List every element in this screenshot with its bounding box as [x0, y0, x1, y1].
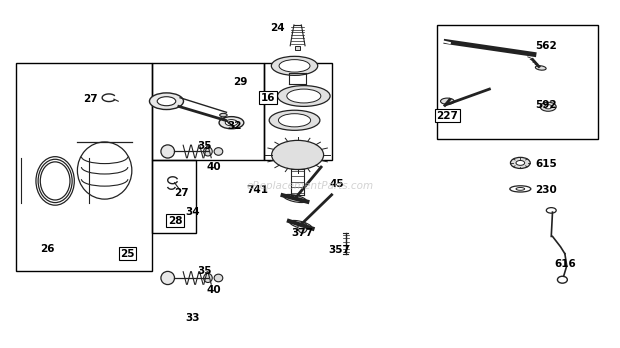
Text: 40: 40 — [207, 162, 221, 172]
Ellipse shape — [287, 89, 321, 103]
Ellipse shape — [283, 195, 306, 203]
Text: 27: 27 — [174, 188, 188, 198]
Ellipse shape — [510, 186, 531, 192]
Ellipse shape — [214, 148, 223, 155]
Ellipse shape — [441, 98, 454, 104]
Bar — [16, 63, 153, 271]
Text: 45: 45 — [329, 180, 344, 189]
Ellipse shape — [272, 56, 317, 76]
Bar — [153, 63, 264, 160]
Text: 27: 27 — [83, 94, 98, 104]
Text: 32: 32 — [228, 121, 242, 131]
Ellipse shape — [269, 110, 320, 130]
Ellipse shape — [78, 142, 132, 199]
Bar — [437, 25, 598, 139]
Text: 33: 33 — [185, 313, 200, 323]
Text: 741: 741 — [246, 184, 268, 195]
Bar — [295, 46, 300, 50]
Bar — [264, 63, 332, 160]
Circle shape — [272, 140, 324, 169]
Ellipse shape — [557, 276, 567, 283]
Text: 227: 227 — [436, 111, 458, 121]
Text: 230: 230 — [536, 184, 557, 195]
Ellipse shape — [203, 147, 212, 156]
Ellipse shape — [157, 97, 175, 106]
Ellipse shape — [278, 114, 311, 127]
Circle shape — [546, 208, 556, 213]
Text: 24: 24 — [270, 23, 285, 33]
Circle shape — [544, 105, 552, 109]
Ellipse shape — [203, 274, 212, 283]
Text: 28: 28 — [168, 216, 182, 226]
Text: 35: 35 — [198, 141, 212, 151]
Text: 16: 16 — [260, 93, 275, 103]
Text: 562: 562 — [536, 41, 557, 51]
Text: 29: 29 — [234, 77, 248, 87]
Text: eReplacementParts.com: eReplacementParts.com — [246, 181, 374, 191]
Ellipse shape — [278, 86, 330, 106]
Ellipse shape — [535, 66, 546, 70]
Circle shape — [540, 102, 556, 111]
Ellipse shape — [161, 271, 174, 285]
Text: 592: 592 — [536, 100, 557, 110]
Text: 35: 35 — [198, 266, 212, 276]
Text: 616: 616 — [554, 259, 576, 269]
Text: 26: 26 — [40, 244, 55, 254]
Text: 40: 40 — [207, 285, 221, 295]
Text: 377: 377 — [291, 228, 314, 238]
Ellipse shape — [225, 120, 237, 126]
Circle shape — [516, 160, 525, 165]
Ellipse shape — [149, 93, 184, 110]
Text: 357: 357 — [329, 245, 351, 255]
Text: 34: 34 — [185, 207, 200, 217]
Text: 615: 615 — [536, 159, 557, 168]
Ellipse shape — [279, 60, 310, 72]
Ellipse shape — [516, 188, 525, 190]
Ellipse shape — [214, 274, 223, 282]
Ellipse shape — [219, 117, 244, 129]
Ellipse shape — [290, 220, 312, 229]
Bar — [153, 160, 195, 233]
Ellipse shape — [161, 145, 174, 158]
Ellipse shape — [219, 113, 227, 117]
Circle shape — [510, 157, 530, 168]
Ellipse shape — [298, 222, 308, 233]
Text: 25: 25 — [120, 249, 135, 259]
